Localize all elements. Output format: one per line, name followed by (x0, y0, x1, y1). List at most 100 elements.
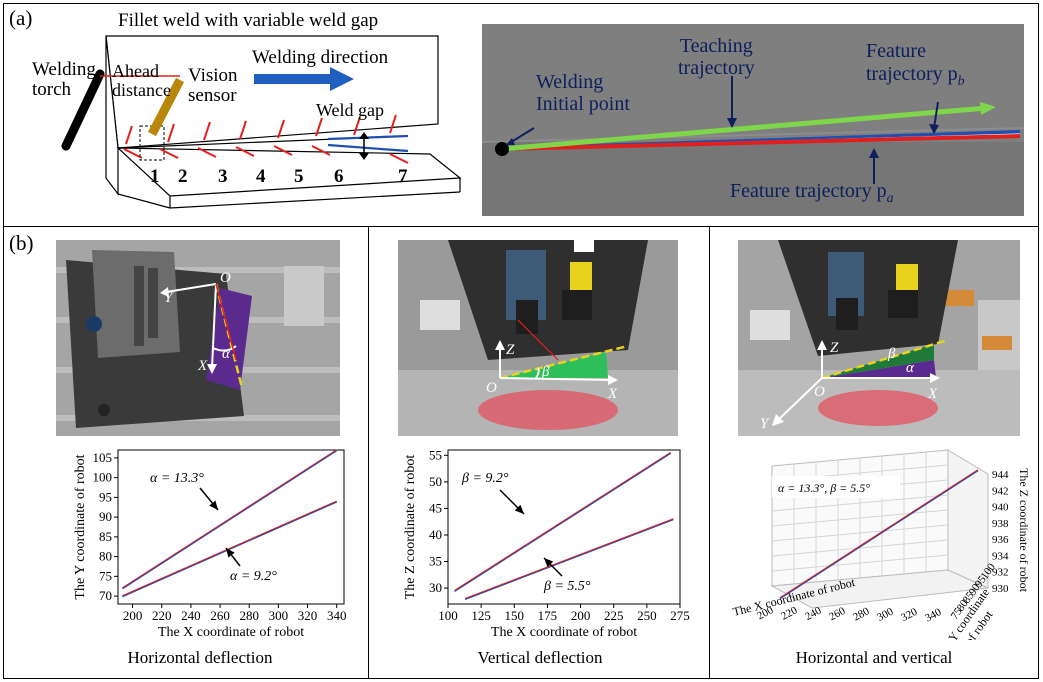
x-tick-label: 240 (181, 608, 201, 623)
chart-horizontal: 200 220 240 260 280 300 320 340 70 75 80 85 90 95 100 1… (40, 440, 360, 640)
x-tick-label: 220 (152, 608, 172, 623)
x-axis-title: The X coordinate of robot (158, 625, 304, 640)
z-tick-label: 942 (992, 485, 1009, 497)
feature-b-sub: b (957, 74, 965, 89)
feature-a-sub: a (886, 191, 894, 206)
station-7: 7 (398, 166, 408, 187)
h-x-axis: X (198, 358, 208, 374)
weld-gap-label: Weld gap (316, 100, 385, 120)
figure-frame (3, 3, 1039, 679)
v-x-axis: X (608, 386, 618, 402)
y-tick-label: 30 (429, 580, 442, 595)
y-tick-label: 70 (99, 588, 112, 603)
station-2: 2 (178, 166, 188, 187)
chart-3d-svg: α = 13.3°, β = 5.5° 930 932 934 936 938 940 942… (731, 449, 1031, 640)
x-tick-label: 150 (505, 608, 525, 623)
z-tick-label: 944 (992, 469, 1009, 481)
x-tick-label: 340 (327, 608, 347, 623)
caption-horizontal-vertical: Horizontal and vertical (795, 648, 953, 667)
y-tick-label: 50 (429, 474, 442, 489)
h-alpha: α (222, 346, 230, 362)
series-line-blue (779, 470, 979, 600)
z-tick-label: 936 (992, 534, 1009, 546)
y-tick-label: 35 (429, 554, 442, 569)
x-tick-label: 300 (269, 608, 289, 623)
hv-z-axis: Z (830, 340, 839, 356)
plot-frame (447, 449, 681, 605)
series-line-blue (122, 450, 337, 590)
series-line-red (121, 449, 338, 589)
series-annotation: α = 9.2° (230, 569, 277, 584)
series-line-red (779, 469, 979, 599)
z-tick-label: 932 (992, 567, 1009, 579)
feature-b-text: Feature trajectory p (866, 40, 958, 85)
x-tick-label: 300 (875, 605, 896, 624)
series-annotation: β = 9.2° (461, 471, 509, 486)
column-divider-2 (709, 227, 710, 679)
sketch-title: Fillet weld with variable weld gap (118, 10, 379, 31)
panel-b-label: (b) (9, 231, 34, 255)
annotation-arrowhead (544, 558, 554, 568)
welding-torch-label: Welding torch (32, 59, 96, 100)
series-line-red (464, 518, 674, 600)
x-tick-label: 250 (637, 608, 657, 623)
x-tick-label: 260 (827, 605, 848, 624)
series-annotation: β = 5.5° (543, 579, 591, 594)
series-line-blue (122, 501, 337, 598)
x-tick-label: 340 (923, 606, 944, 625)
hv-beta: β (888, 346, 896, 362)
y-tick-label: 90 (99, 509, 112, 524)
annotation-box (772, 476, 900, 498)
feature-trajectory-b-label: Feature trajectory pb (866, 40, 965, 93)
chart-vertical-svg: 100 125 150 175 200 225 250 275 30 35 40 45 50 55 The … (403, 447, 690, 640)
y-tick-label: 80 (99, 549, 112, 564)
hv-y-axis: Y (760, 416, 769, 432)
vision-sensor-label: Vision sensor (188, 65, 238, 106)
y-axis-title: The Y coordinate of robot (73, 454, 88, 599)
y-axis-title: The Z coordinate of robot (403, 455, 418, 600)
z-axis-title: The Z coordinate of robot (1017, 468, 1031, 593)
feature-a-text: Feature trajectory p (730, 180, 887, 202)
v-z-axis: Z (506, 342, 515, 358)
y-tick-label: 105 (93, 450, 113, 465)
chart-horizontal-svg: 200 220 240 260 280 300 320 340 70 75 80 85 90 95 100 1… (73, 449, 347, 640)
hv-origin: O (814, 384, 825, 400)
z-tick-label: 940 (992, 502, 1009, 514)
initial-point-label: Welding Initial point (536, 71, 630, 115)
y-tick-label: 45 (429, 500, 442, 515)
panel-divider (3, 226, 1039, 227)
x-tick-label: 200 (571, 608, 591, 623)
x-tick-label: 175 (538, 608, 558, 623)
station-4: 4 (256, 166, 266, 187)
caption-vertical: Vertical deflection (477, 648, 603, 667)
series-line-red (122, 500, 338, 597)
chart-3d: α = 13.3°, β = 5.5° 930 932 934 936 938 940 942… (720, 440, 1032, 640)
v-beta: β (542, 364, 550, 380)
x-tick-label: 320 (899, 606, 920, 625)
series-line-red (454, 451, 672, 592)
panel-a-label: (a) (9, 6, 33, 30)
plot-frame (117, 449, 345, 605)
hv-alpha: α (906, 360, 914, 376)
x-tick-label: 225 (604, 608, 624, 623)
floor (770, 569, 990, 609)
hv-x-axis: X (928, 386, 938, 402)
x-tick-label: 200 (123, 608, 143, 623)
z-tick-label: 934 (992, 550, 1009, 562)
station-5: 5 (294, 166, 304, 187)
fillet-weld-sketch (28, 8, 468, 218)
y-tick-label: 100 (93, 470, 113, 485)
x-tick-label: 125 (471, 608, 491, 623)
y-tick-label: 95 (99, 489, 112, 504)
photo-horizontal: O Y X α (56, 240, 340, 436)
x-tick-label: 280 (851, 605, 872, 624)
z-tick-label: 930 (992, 583, 1009, 595)
series-annotation: α = 13.3° (150, 471, 204, 486)
series-annotation: α = 13.3°, β = 5.5° (778, 481, 870, 495)
annotation-arrowhead (209, 500, 218, 510)
h-y-axis: Y (164, 290, 173, 306)
station-6: 6 (334, 166, 344, 187)
x-tick-label: 320 (298, 608, 318, 623)
photo-horizontal-vertical: O Z X Y β α (738, 240, 1020, 436)
y-tick-label: 40 (429, 527, 442, 542)
